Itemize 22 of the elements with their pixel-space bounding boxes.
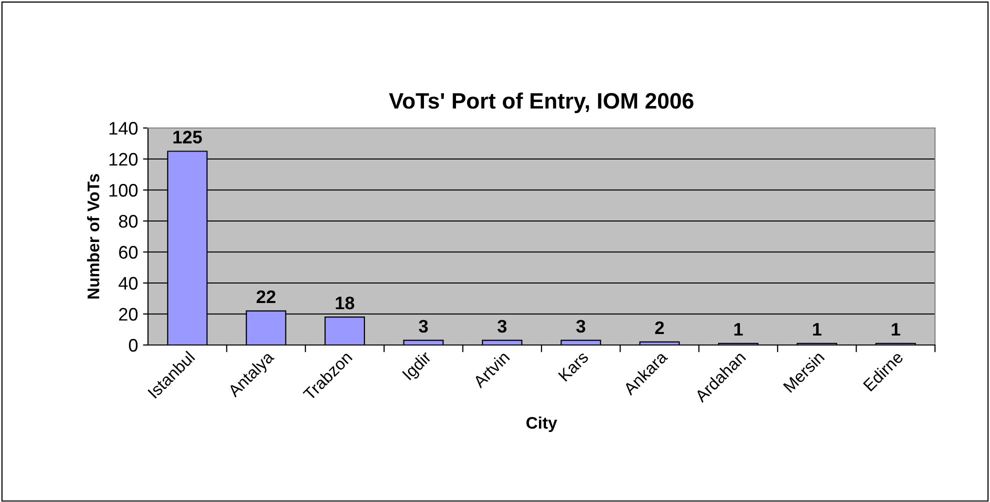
y-axis-title: Number of VoTs (87, 174, 100, 299)
y-tick-label: 60 (119, 246, 138, 259)
data-label: 3 (418, 320, 428, 333)
data-label: 18 (336, 296, 354, 310)
data-label: 22 (256, 290, 276, 303)
y-tick-label: 0 (128, 338, 138, 352)
data-label: 125 (173, 130, 202, 144)
data-label: 1 (892, 323, 900, 336)
x-axis-title: City (526, 416, 558, 432)
y-tick-label: 40 (118, 276, 138, 290)
y-tick-label: 100 (110, 184, 138, 197)
y-tick-label: 80 (118, 214, 138, 228)
data-label: 1 (813, 323, 822, 336)
x-tick-label: Kars (558, 350, 590, 382)
y-tick-label: 120 (110, 152, 138, 166)
data-label: 3 (576, 320, 586, 333)
data-label: 2 (655, 321, 664, 334)
data-label: 3 (498, 320, 507, 333)
y-tick-label: 20 (119, 308, 138, 321)
chart-title: VoTs' Port of Entry, IOM 2006 (388, 92, 694, 114)
y-tick-label: 140 (110, 122, 138, 135)
data-label: 1 (734, 323, 743, 336)
